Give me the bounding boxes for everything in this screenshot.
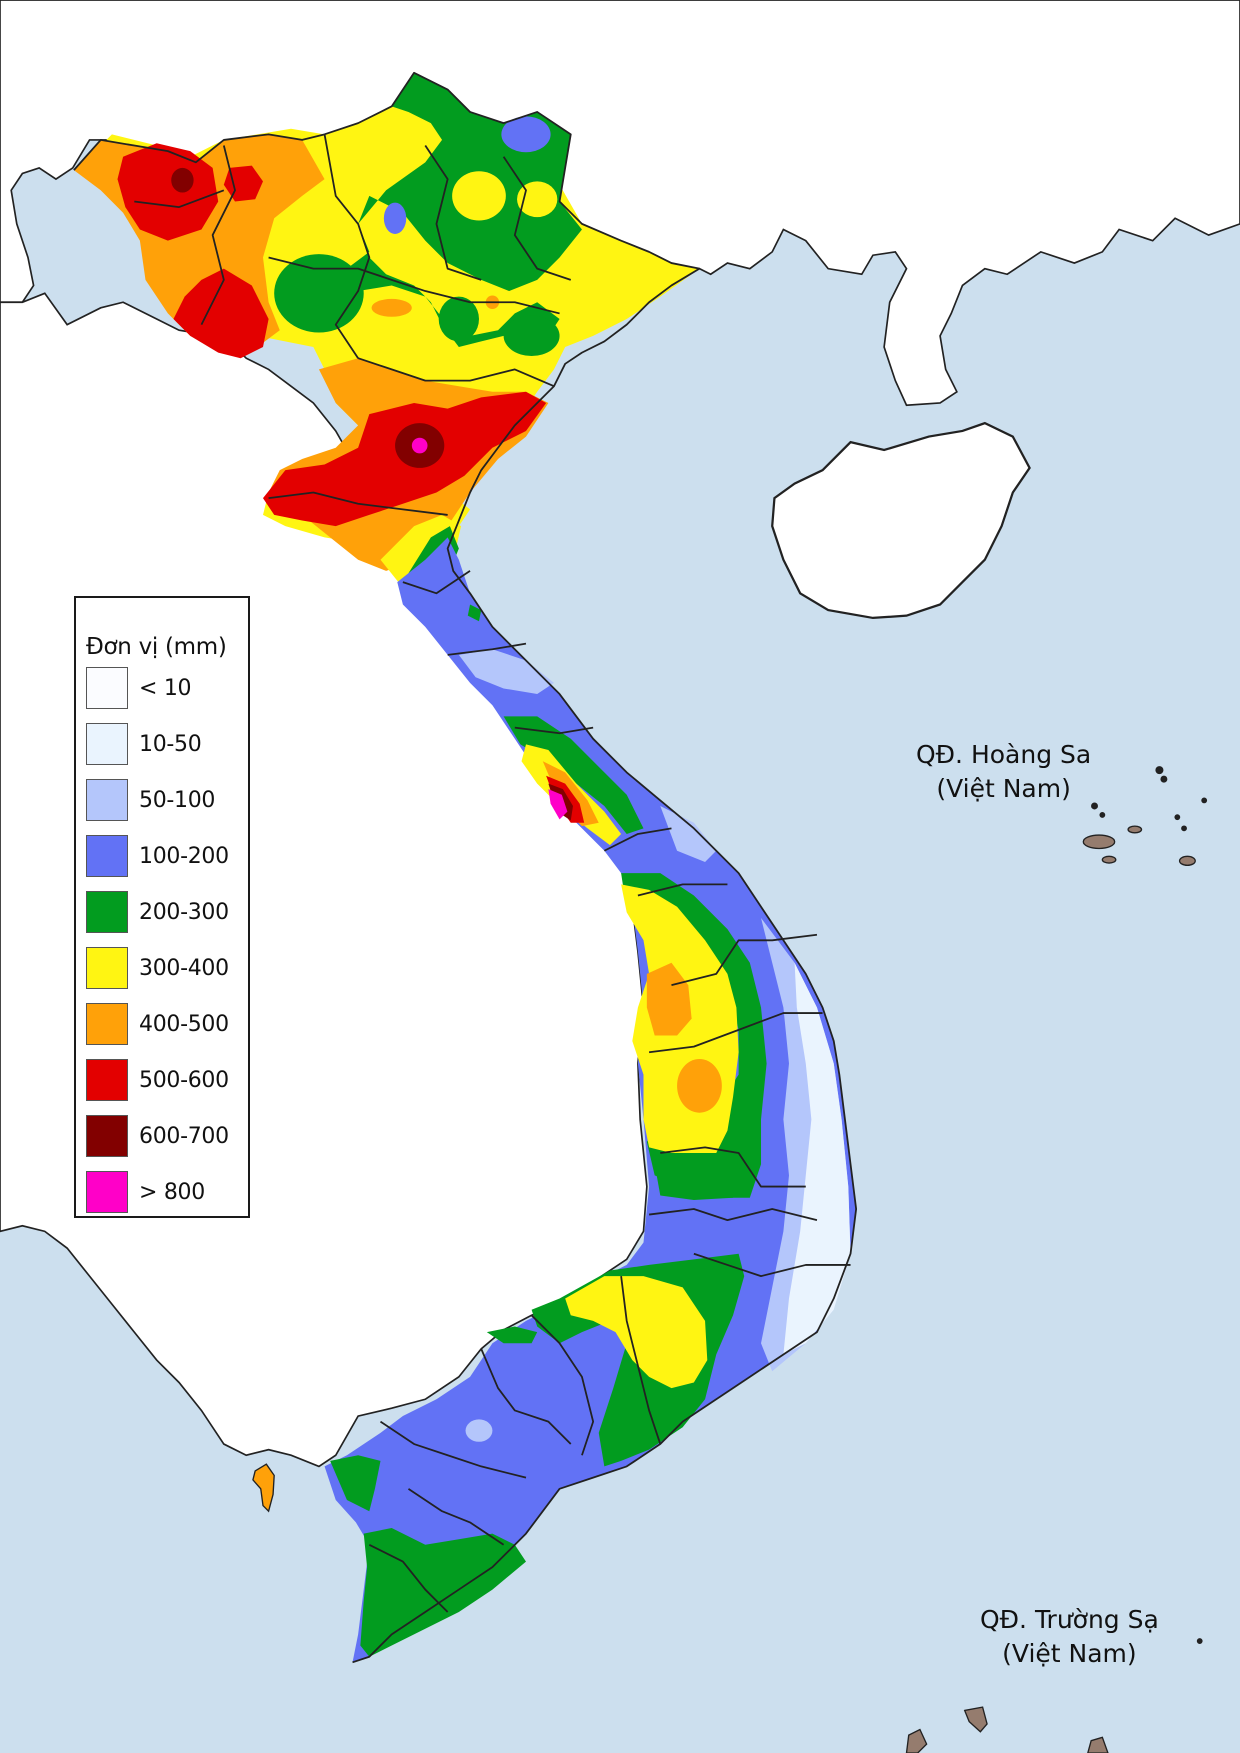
legend-item-400-500: 400-500	[86, 1003, 229, 1045]
legend-item-lt10: < 10	[86, 667, 192, 709]
legend-swatch	[86, 947, 128, 989]
hoang-sa-country: (Việt Nam)	[936, 774, 1071, 803]
legend-item-gt800: > 800	[86, 1171, 205, 1213]
legend-item-50-100: 50-100	[86, 779, 215, 821]
legend-swatch	[86, 667, 128, 709]
legend-item-100-200: 100-200	[86, 835, 229, 877]
legend: Đơn vị (mm) < 10 10-50 50-100 100-200 20…	[74, 596, 250, 1218]
legend-swatch	[86, 1003, 128, 1045]
vietnam-rainfall	[73, 72, 857, 1663]
legend-label: 600-700	[139, 1123, 229, 1149]
legend-swatch	[86, 723, 128, 765]
legend-label: 500-600	[139, 1067, 229, 1093]
legend-label: < 10	[139, 675, 192, 701]
hoang-sa-label: QĐ. Hoàng Sa (Việt Nam)	[916, 738, 1091, 806]
hoang-sa-islands	[1082, 766, 1208, 866]
province-borders	[73, 71, 858, 1664]
legend-swatch	[86, 1115, 128, 1157]
truong-sa-islands	[905, 1638, 1203, 1753]
legend-item-10-50: 10-50	[86, 723, 202, 765]
truong-sa-country: (Việt Nam)	[1002, 1639, 1137, 1668]
legend-label: 400-500	[139, 1011, 229, 1037]
legend-label: > 800	[139, 1179, 205, 1205]
legend-label: 300-400	[139, 955, 229, 981]
legend-item-200-300: 200-300	[86, 891, 229, 933]
legend-swatch	[86, 1059, 128, 1101]
hoang-sa-name: QĐ. Hoàng Sa	[916, 740, 1092, 769]
legend-item-300-400: 300-400	[86, 947, 229, 989]
truong-sa-name: QĐ. Trường Sạ	[980, 1605, 1159, 1634]
legend-item-500-600: 500-600	[86, 1059, 229, 1101]
legend-label: 50-100	[139, 787, 216, 813]
hainan-island	[771, 421, 1031, 620]
legend-swatch	[86, 835, 128, 877]
legend-title: Đơn vị (mm)	[86, 634, 227, 660]
legend-swatch	[86, 891, 128, 933]
legend-item-600-700: 600-700	[86, 1115, 229, 1157]
legend-swatch	[86, 779, 128, 821]
legend-label: 200-300	[139, 899, 229, 925]
legend-swatch	[86, 1171, 128, 1213]
truong-sa-label: QĐ. Trường Sạ (Việt Nam)	[980, 1603, 1159, 1671]
legend-label: 100-200	[139, 843, 229, 869]
legend-label: 10-50	[139, 731, 202, 757]
